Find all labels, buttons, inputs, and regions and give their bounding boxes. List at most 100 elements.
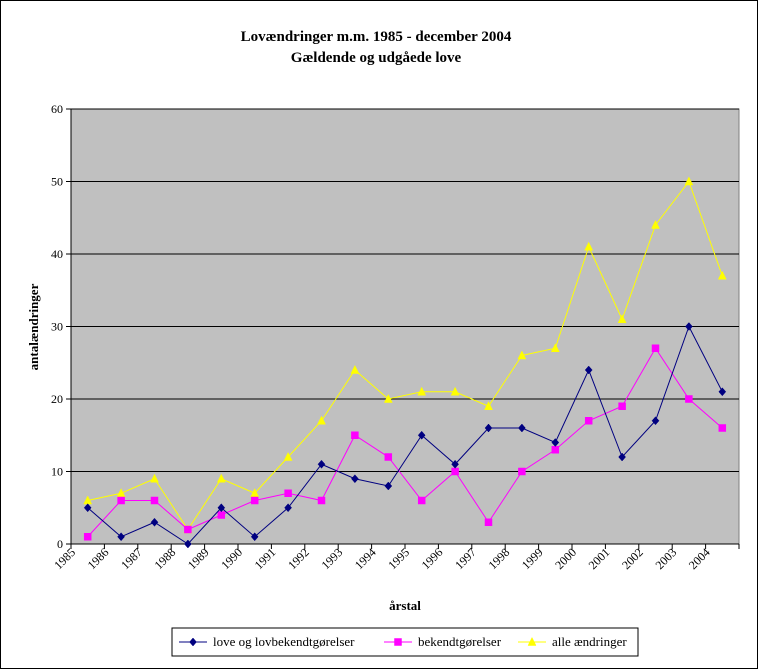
y-tick-label: 50	[51, 175, 63, 189]
data-point-square	[384, 453, 393, 461]
data-point-triangle	[617, 314, 627, 323]
x-tick-label: 1989	[185, 545, 212, 572]
data-point-diamond	[518, 423, 526, 433]
x-tick-labels: 1985 1986 1987 1988 1989 1990 1991 1992 1993 1994…	[51, 545, 712, 572]
x-tick-label: 1993	[318, 545, 345, 572]
series-line	[87, 180, 723, 531]
y-tick-label: 10	[51, 465, 63, 479]
x-tick-label: 2001	[586, 545, 613, 572]
legend-item: alle ændringer	[518, 634, 627, 649]
x-tick-label: 2000	[552, 545, 579, 572]
data-point-triangle	[584, 241, 594, 251]
data-point-square	[651, 344, 660, 352]
data-point-diamond	[618, 452, 626, 462]
y-axis-label: antalændringer	[26, 283, 41, 370]
data-point-diamond	[685, 322, 693, 331]
y-tick-label: 0	[57, 537, 63, 551]
data-point-square	[117, 496, 125, 505]
data-point-diamond	[417, 430, 426, 440]
x-tick-label: 1988	[151, 545, 178, 572]
data-point-triangle	[684, 176, 694, 186]
series-group	[83, 176, 727, 549]
data-point-square	[718, 424, 727, 432]
data-point-diamond	[284, 503, 292, 513]
legend-item: love og lovbekendtgørelser	[179, 634, 355, 649]
data-point-square	[685, 395, 693, 403]
data-point-diamond	[317, 459, 326, 469]
legend-item: bekendtgørelser	[384, 634, 502, 649]
data-point-diamond	[718, 387, 727, 397]
data-point-triangle	[651, 219, 660, 229]
data-point-square	[584, 417, 593, 425]
y-tick-label: 40	[51, 247, 63, 261]
x-tick-label: 1996	[419, 545, 446, 572]
gridlines	[71, 108, 739, 472]
x-tick-label: 1992	[285, 545, 312, 572]
data-point-diamond	[584, 365, 593, 375]
data-point-triangle	[350, 364, 360, 374]
series-line	[87, 347, 723, 538]
data-point-diamond	[117, 532, 125, 542]
data-point-square	[150, 496, 159, 505]
series-2	[83, 176, 727, 534]
series-1	[83, 344, 727, 541]
data-point-square	[184, 525, 192, 534]
data-point-triangle	[450, 386, 460, 396]
data-point-diamond	[184, 539, 192, 549]
y-tick-labels: 0 10 20 30 40 50 60	[51, 102, 63, 551]
data-point-triangle	[150, 473, 159, 483]
chart-subtitle: Gældende og udgåede love	[291, 50, 462, 66]
x-tick-label: 1985	[51, 545, 78, 572]
data-point-triangle	[417, 386, 427, 396]
data-point-square	[484, 518, 493, 526]
legend-label: love og lovbekendtgørelser	[213, 634, 355, 649]
y-tick-label: 60	[51, 102, 63, 116]
series-line	[87, 325, 723, 545]
legend: love og lovbekendtgørelser bekendtgørelse…	[171, 627, 639, 657]
data-point-square	[351, 431, 359, 439]
chart-title: Lovændringer m.m. 1985 - december 2004	[241, 29, 512, 45]
x-tick-label: 2002	[619, 545, 646, 572]
x-tick-label: 1994	[352, 545, 379, 572]
data-point-diamond	[384, 481, 393, 491]
data-point-square	[417, 496, 426, 505]
axes	[66, 108, 740, 549]
data-point-triangle	[550, 343, 560, 352]
data-point-triangle	[484, 401, 493, 410]
data-point-square	[551, 446, 560, 454]
data-point-triangle	[283, 451, 293, 461]
data-point-diamond	[484, 423, 493, 433]
data-point-diamond	[651, 416, 660, 426]
x-tick-label: 1997	[452, 545, 479, 572]
data-point-diamond	[551, 438, 560, 447]
y-tick-label: 30	[51, 320, 63, 334]
data-point-diamond	[189, 637, 197, 647]
data-point-square	[217, 511, 226, 519]
x-tick-label: 1991	[252, 545, 279, 572]
data-point-diamond	[83, 503, 92, 513]
x-tick-label: 1990	[218, 545, 245, 572]
data-point-square	[83, 533, 92, 541]
data-point-triangle	[216, 473, 226, 483]
x-tick-label: 2004	[686, 545, 713, 572]
data-point-triangle	[317, 415, 326, 425]
x-tick-label: 1999	[519, 545, 546, 572]
data-point-diamond	[150, 517, 159, 527]
x-axis-label: årstal	[389, 598, 421, 613]
data-point-triangle	[527, 636, 537, 646]
data-point-square	[451, 467, 459, 476]
data-point-triangle	[383, 393, 393, 403]
x-tick-label: 2003	[652, 545, 679, 572]
x-tick-label: 1987	[118, 545, 145, 572]
data-point-triangle	[717, 270, 727, 280]
series-0	[83, 322, 727, 549]
x-tick-label: 1998	[485, 545, 512, 572]
data-point-square	[284, 489, 292, 497]
legend-label: alle ændringer	[552, 634, 627, 649]
data-point-square	[618, 402, 626, 410]
data-point-square	[317, 496, 326, 505]
data-point-diamond	[250, 532, 259, 542]
x-tick-label: 1995	[385, 545, 412, 572]
